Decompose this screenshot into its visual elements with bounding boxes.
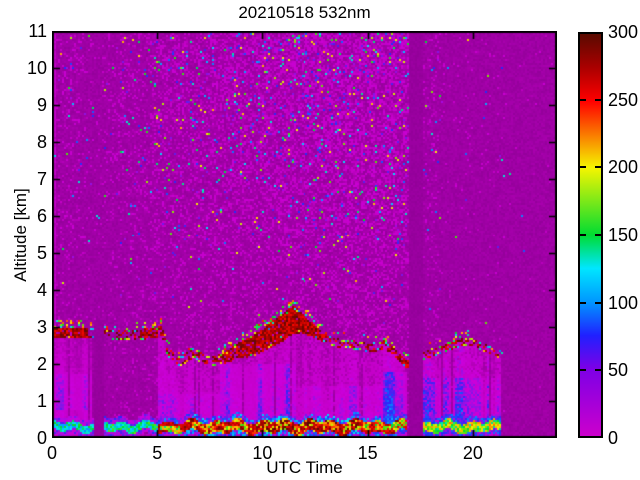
y-tick-label: 6 (36, 206, 47, 226)
colorbar-tick-mark (580, 369, 586, 372)
colorbar-tick-mark (595, 98, 601, 101)
colorbar-tick-mark (580, 234, 586, 236)
colorbar-tick-label: 150 (608, 225, 639, 245)
x-axis-label: UTC Time (266, 458, 343, 477)
colorbar-tick-label: 250 (608, 89, 639, 110)
colorbar-tick-mark (595, 166, 601, 169)
y-tick-label: 10 (26, 58, 47, 78)
colorbar-tick-mark (595, 369, 601, 372)
y-tick-label: 5 (36, 243, 47, 263)
y-tick-label: 8 (36, 132, 47, 152)
y-tick-label: 7 (36, 169, 47, 189)
heatmap-plot (52, 31, 557, 438)
plot-title: 20210518 532nm (238, 3, 371, 22)
colorbar-tick-label: 300 (608, 22, 639, 42)
y-tick-label: 9 (36, 95, 47, 115)
y-tick-label: 11 (28, 21, 47, 41)
colorbar-tick-mark (580, 166, 586, 169)
x-tick-label: 20 (462, 443, 483, 463)
x-tick-label: 0 (46, 443, 57, 463)
colorbar-tick-mark (595, 301, 601, 304)
x-tick-label: 10 (252, 443, 273, 463)
y-tick-label: 2 (36, 354, 47, 374)
colorbar-tick-mark (595, 234, 601, 236)
x-tick-label: 5 (152, 443, 163, 463)
y-tick-label: 4 (36, 280, 47, 300)
colorbar-tick-label: 100 (608, 292, 639, 313)
colorbar-tick-label: 0 (608, 428, 619, 448)
colorbar-tick-label: 200 (608, 157, 639, 178)
x-tick-label: 15 (357, 443, 378, 463)
colorbar-tick-mark (580, 98, 586, 101)
colorbar-tick-label: 50 (608, 360, 629, 381)
y-tick-label: 1 (36, 391, 47, 411)
colorbar-tick-mark (580, 301, 586, 304)
y-tick-label: 0 (36, 428, 47, 448)
y-tick-label: 3 (36, 317, 47, 337)
